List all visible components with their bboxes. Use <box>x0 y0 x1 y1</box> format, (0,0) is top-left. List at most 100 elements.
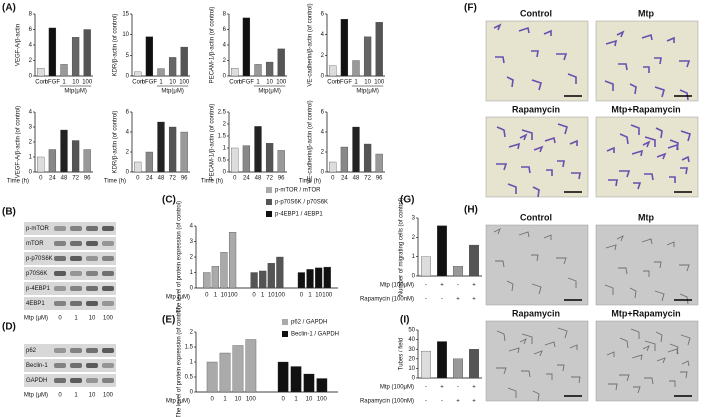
bar <box>37 68 45 77</box>
cell <box>641 238 653 245</box>
bar <box>60 129 68 173</box>
cell <box>518 231 530 238</box>
x-tick-label: 10 <box>221 293 228 299</box>
cell <box>532 186 540 198</box>
cell <box>544 341 556 348</box>
x-tick-label: bFGF <box>239 80 255 86</box>
x-tick-label: 100 <box>317 397 328 403</box>
cell <box>531 283 542 295</box>
bar <box>48 149 57 173</box>
cell <box>654 290 665 302</box>
x-tick-label: 100 <box>179 80 190 86</box>
x-tick-label: 100 <box>322 293 333 299</box>
legend-label: p-mTOR / mTOR <box>275 188 321 194</box>
panel-label: (A) <box>2 3 16 14</box>
y-axis-label: PECAM-1/β-actin (of control) <box>210 7 216 84</box>
blot-band <box>54 226 66 231</box>
cell <box>608 179 618 187</box>
x-tick-label: 0 <box>136 176 140 182</box>
cell <box>543 234 552 240</box>
x-tick-label: 1 <box>308 293 312 299</box>
x-axis-label: Time (h) <box>104 179 126 185</box>
bar <box>315 267 323 289</box>
y-tick-label: 0 <box>190 286 194 292</box>
blot-row-label: p-mTOR <box>26 226 50 232</box>
blot-band <box>70 378 82 383</box>
blot-treatment: Mtp (μM) <box>24 316 48 322</box>
bar <box>211 266 219 289</box>
y-tick-label: 1.5 <box>218 134 227 140</box>
x-tick-label: 72 <box>266 176 273 182</box>
y-axis-label: VE-cadherin/β-actin (of control) <box>308 100 314 183</box>
cell <box>666 241 675 247</box>
blot-band <box>86 378 98 383</box>
y-axis-label: KDR/β-actin (of control) <box>113 14 119 77</box>
cell <box>629 287 637 299</box>
condition-sign: - <box>441 297 443 303</box>
y-tick-label: 2 <box>223 122 227 128</box>
cell <box>679 60 691 68</box>
condition-sign: - <box>425 283 427 289</box>
panel-label: (I) <box>400 315 409 326</box>
blot-band <box>102 378 114 383</box>
bar <box>340 146 349 173</box>
cell <box>681 360 690 367</box>
x-tick-label: 1 <box>223 397 227 403</box>
y-axis-label: VEGF-A/β-actin <box>16 24 22 66</box>
bar <box>83 149 91 173</box>
x-tick-label: 100 <box>275 293 286 299</box>
cell <box>493 23 502 31</box>
blot-row-label: p70S6K <box>26 271 47 277</box>
bar <box>340 19 349 77</box>
blot-row-label: Beclin-1 <box>26 363 48 369</box>
cell <box>531 254 539 262</box>
blot-band <box>86 363 98 368</box>
y-tick-label: 0 <box>321 170 325 176</box>
y-tick-label: 8 <box>29 12 33 18</box>
bar <box>228 232 237 289</box>
cell <box>631 354 643 361</box>
bar <box>363 143 372 173</box>
x-tick-label: 1 <box>294 397 298 403</box>
x-tick-label: 0 <box>300 293 304 299</box>
blot-band <box>70 301 82 306</box>
cell <box>655 331 663 343</box>
cell <box>519 338 527 345</box>
bar <box>363 36 372 77</box>
bar <box>276 256 284 289</box>
x-tick-label: 1 <box>261 293 265 299</box>
bar <box>267 263 275 289</box>
bar <box>250 272 258 289</box>
cell <box>605 39 618 47</box>
x-tick-label: 24 <box>146 176 153 182</box>
y-tick-label: 4 <box>126 130 130 136</box>
bar <box>265 143 274 173</box>
image-label: Control <box>520 212 552 222</box>
bar <box>352 60 360 77</box>
x-tick-label: Con <box>327 80 338 86</box>
cell <box>604 80 614 91</box>
cell <box>507 183 517 194</box>
bar <box>168 57 177 77</box>
cell <box>642 140 651 148</box>
y-tick-label: 4 <box>321 32 325 38</box>
x-tick-label: 0 <box>205 293 209 299</box>
blot-band <box>86 301 98 306</box>
cell <box>679 89 689 101</box>
y-tick-label: 0 <box>412 274 416 280</box>
x-tick-label: 10 <box>235 397 242 403</box>
y-tick-label: 1 <box>190 270 194 276</box>
x-tick-label: 100 <box>374 80 385 86</box>
bar <box>421 256 431 277</box>
bar <box>437 341 447 379</box>
blot-lane-label: 1 <box>74 393 78 399</box>
cell <box>521 370 531 378</box>
x-tick-label: 48 <box>61 176 68 182</box>
cell <box>619 337 629 349</box>
cell <box>519 133 528 141</box>
blot-band <box>70 348 82 353</box>
y-tick-label: 0.5 <box>185 375 194 381</box>
y-tick-label: 0 <box>190 390 194 396</box>
condition-label: Rapamycin (100nM) <box>360 297 414 303</box>
cell <box>616 235 624 242</box>
